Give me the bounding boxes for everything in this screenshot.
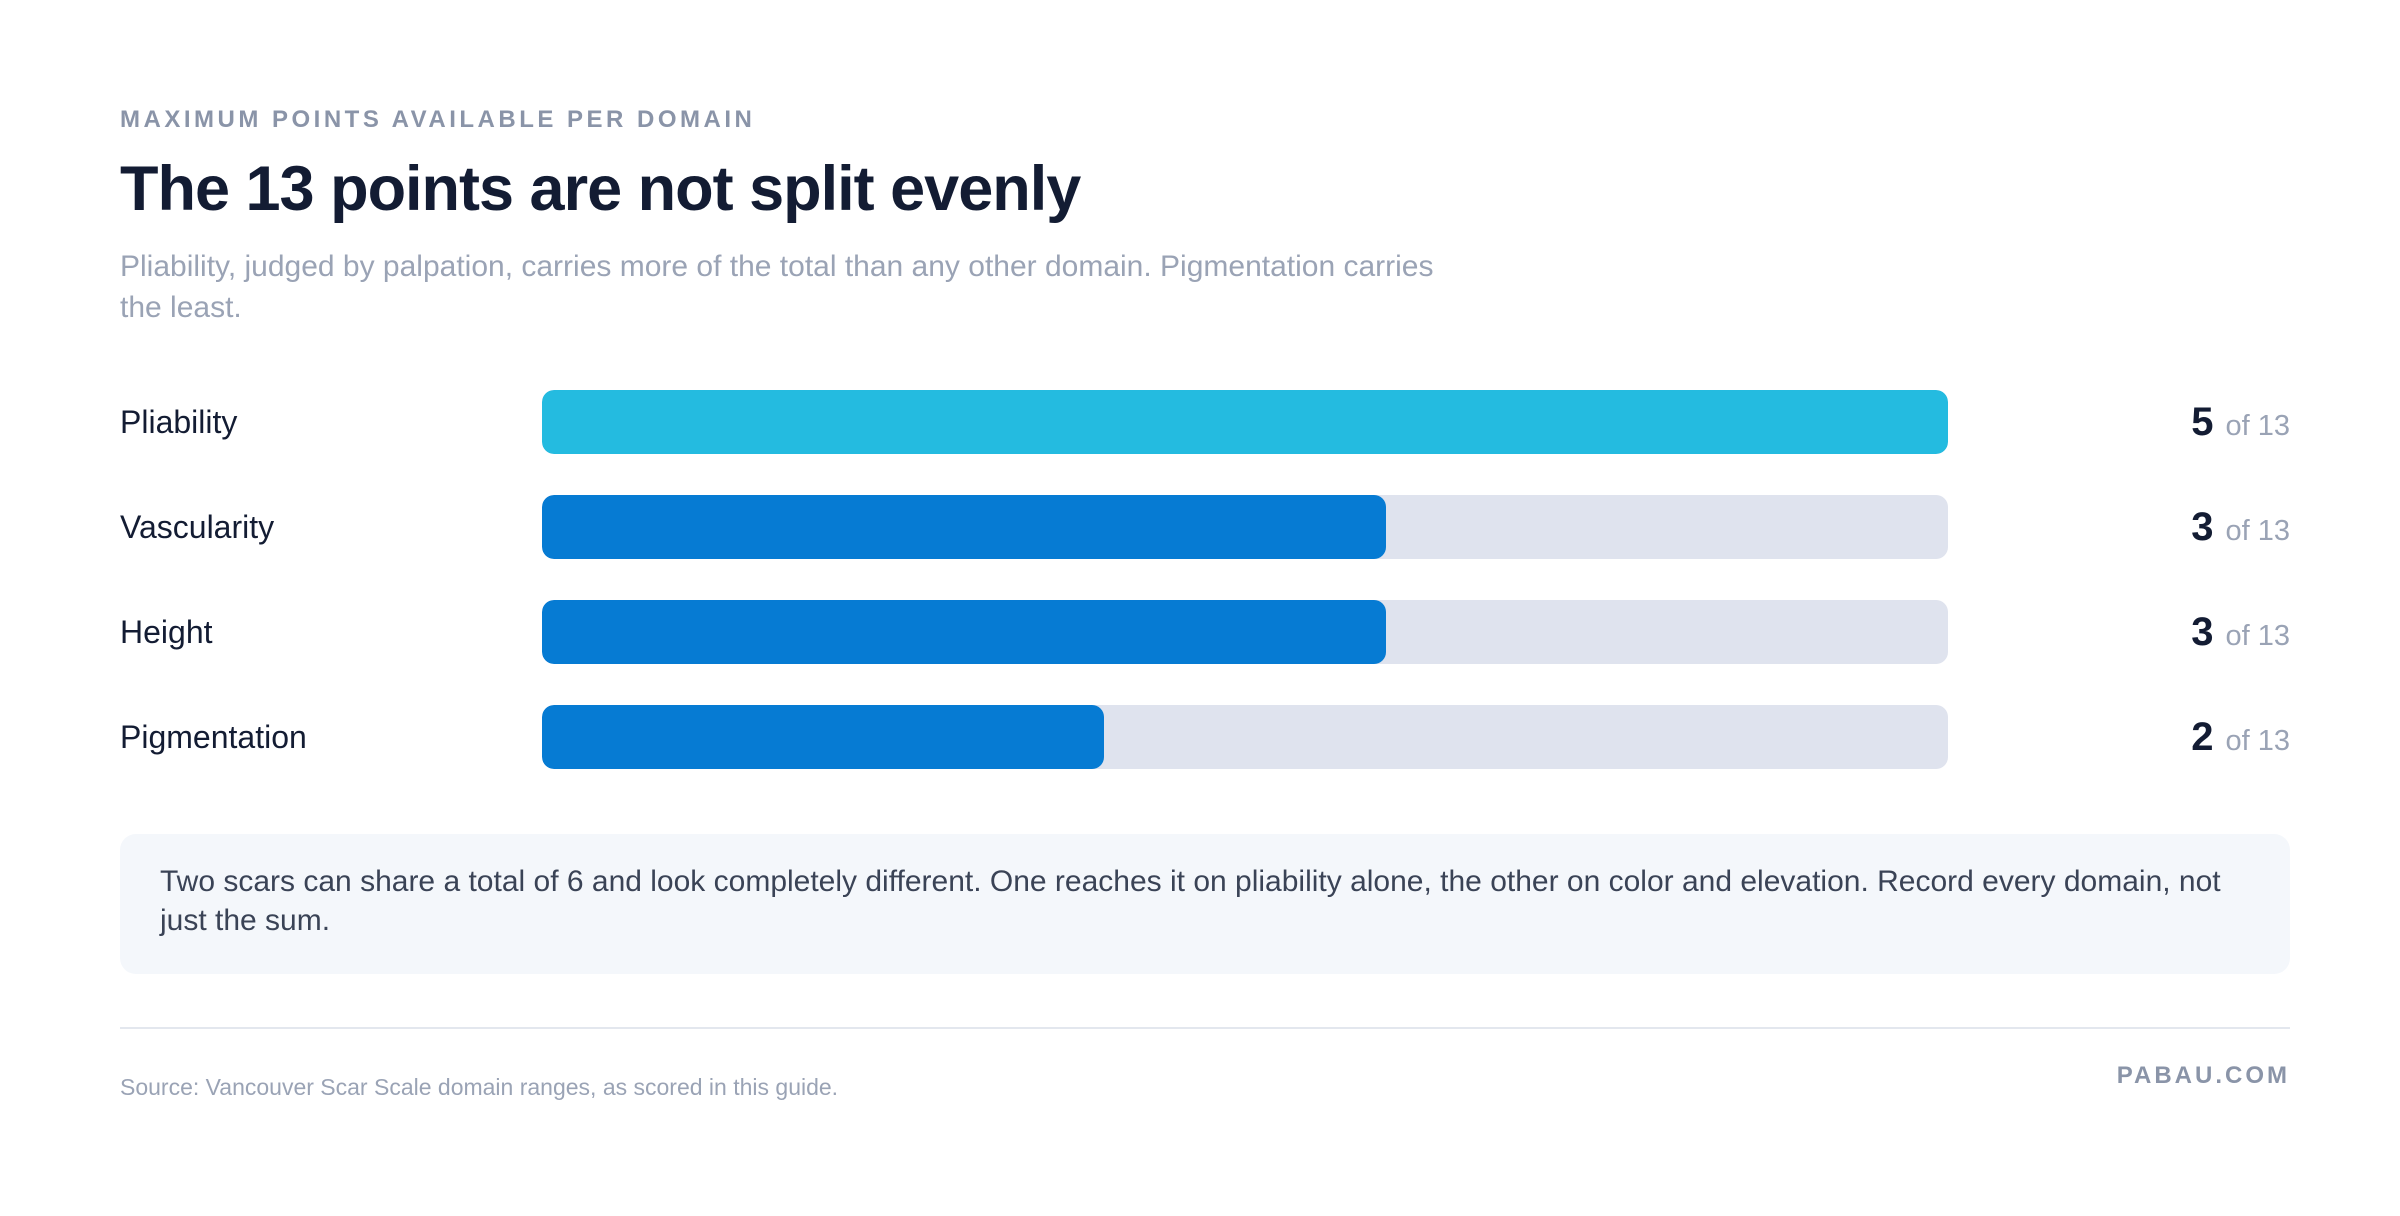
value-suffix: of 13	[2225, 515, 2291, 547]
subtitle: Pliability, judged by palpation, carries…	[120, 250, 1434, 324]
source-note: Source: Vancouver Scar Scale domain rang…	[120, 1074, 839, 1100]
bar	[542, 390, 1948, 454]
value-suffix: of 13	[2225, 410, 2291, 442]
value-suffix: of 13	[2225, 725, 2291, 757]
bar	[542, 705, 1105, 769]
bar-row: Height 3 of 13	[120, 600, 2290, 664]
bar-row: Pliability 5 of 13	[120, 390, 2290, 454]
value-number: 5	[2191, 400, 2214, 444]
bar-row: Pigmentation 2 of 13	[120, 705, 2290, 769]
category-label: Pigmentation	[120, 719, 307, 755]
category-label: Vascularity	[120, 509, 275, 545]
bar-track	[542, 705, 1948, 769]
footer-divider	[120, 1027, 2290, 1029]
bar-track	[542, 600, 1948, 664]
value-number: 3	[2191, 610, 2214, 654]
value-number: 3	[2191, 505, 2214, 549]
eyebrow-label: MAXIMUM POINTS AVAILABLE PER DOMAIN	[120, 106, 756, 133]
category-label: Height	[120, 614, 213, 650]
chart-card: MAXIMUM POINTS AVAILABLE PER DOMAIN The …	[120, 0, 2290, 1216]
value-label: 3 of 13	[2191, 495, 2290, 568]
callout-note: Two scars can share a total of 6 and loo…	[120, 834, 2290, 974]
value-number: 2	[2191, 715, 2214, 759]
bar-track	[542, 495, 1948, 559]
bar-chart: Pliability 5 of 13 Vascularity 3 of 13 Height 3…	[120, 390, 2290, 780]
brand-mark: PABAU.COM	[2116, 1062, 2290, 1089]
bar	[542, 600, 1386, 664]
bar	[542, 495, 1386, 559]
category-label: Pliability	[120, 404, 238, 440]
bar-track	[542, 390, 1948, 454]
bar-row: Vascularity 3 of 13	[120, 495, 2290, 559]
value-suffix: of 13	[2225, 620, 2291, 652]
page-title: The 13 points are not split evenly	[120, 154, 1081, 224]
value-label: 2 of 13	[2191, 705, 2290, 778]
value-label: 3 of 13	[2191, 600, 2290, 673]
value-label: 5 of 13	[2191, 390, 2290, 463]
